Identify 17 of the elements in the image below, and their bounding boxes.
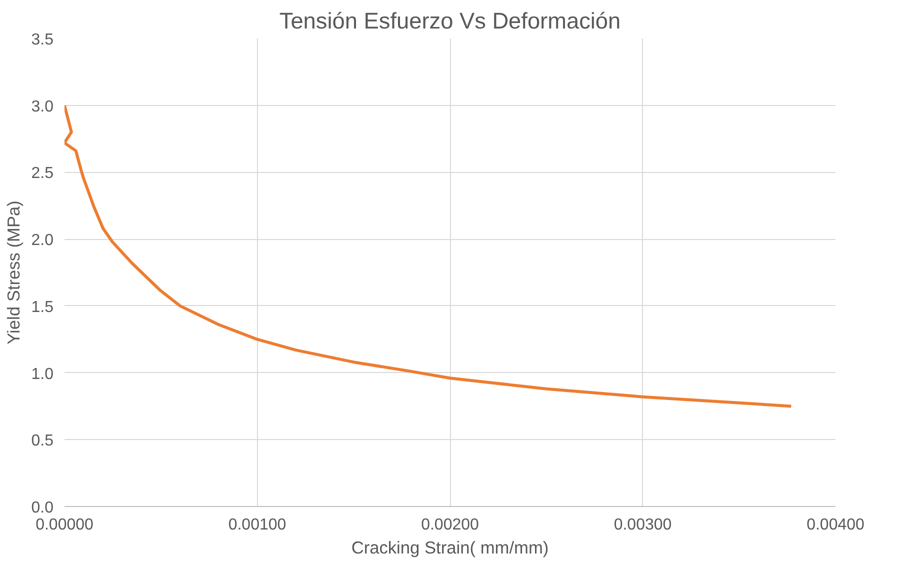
chart-title: Tensión Esfuerzo Vs Deformación — [279, 8, 621, 34]
x-tick-label: 0.00200 — [421, 516, 480, 534]
y-tick-label: 2.5 — [31, 165, 54, 182]
y-tick-label: 3.0 — [31, 98, 54, 116]
y-tick-label: 1.0 — [31, 366, 54, 383]
y-axis-title: Yield Stress (MPa) — [3, 200, 24, 344]
line-series — [64, 104, 793, 408]
x-tick-label: 0.00100 — [228, 516, 286, 534]
y-tick-label: 1.5 — [31, 298, 54, 316]
y-tick-label: 3.5 — [31, 32, 54, 48]
x-axis-title: Cracking Strain( mm/mm) — [351, 538, 549, 558]
x-tick-label: 0.00000 — [36, 516, 94, 534]
y-tick-label: 0.0 — [31, 500, 54, 516]
x-tick-label: 0.00400 — [806, 516, 865, 534]
y-tick-label: 0.5 — [31, 432, 54, 450]
x-tick-label: 0.00300 — [614, 516, 672, 534]
y-tick-label: 2.0 — [31, 232, 54, 250]
